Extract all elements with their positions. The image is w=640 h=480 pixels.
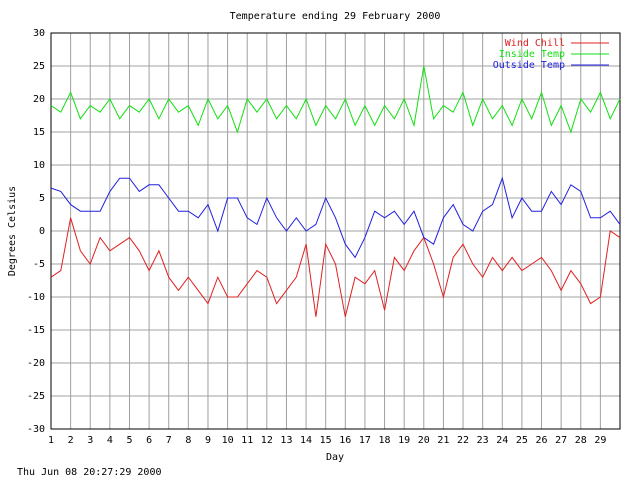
x-tick-label: 14 — [300, 435, 312, 446]
x-tick-label: 21 — [437, 435, 449, 446]
y-axis-label: Degrees Celsius — [7, 186, 18, 276]
x-axis-label: Day — [326, 452, 344, 463]
x-tick-label: 2 — [68, 435, 74, 446]
y-tick-label: 30 — [33, 28, 45, 39]
y-tick-label: 0 — [39, 226, 45, 237]
legend-label: Wind Chill — [505, 38, 565, 49]
series-line — [50, 65, 621, 134]
y-tick-label: -10 — [27, 292, 45, 303]
x-tick-label: 10 — [222, 435, 234, 446]
x-tick-label: 22 — [457, 435, 469, 446]
y-tick-label: -30 — [27, 424, 45, 435]
x-tick-label: 3 — [87, 435, 93, 446]
y-tick-label: 25 — [33, 61, 45, 72]
series-line — [50, 217, 621, 317]
x-tick-label: 19 — [398, 435, 410, 446]
legend-label: Inside Temp — [499, 49, 565, 60]
x-tick-label: 13 — [280, 435, 292, 446]
x-tick-label: 5 — [126, 435, 132, 446]
plot-border — [50, 32, 621, 430]
y-tick-label: -20 — [27, 358, 45, 369]
x-tick-label: 28 — [575, 435, 587, 446]
y-tick-label: 5 — [39, 193, 45, 204]
y-tick-label: -5 — [33, 259, 45, 270]
x-tick-label: 24 — [496, 435, 508, 446]
series-line — [50, 176, 621, 259]
footer: Thu Jun 08 20:27:29 2000 — [17, 467, 162, 478]
x-tick-label: 18 — [379, 435, 391, 446]
y-tick-label: 15 — [33, 127, 45, 138]
x-tick-label: 17 — [359, 435, 371, 446]
x-tick-label: 12 — [261, 435, 273, 446]
x-tick-label: 27 — [555, 435, 567, 446]
x-tick-label: 9 — [205, 435, 211, 446]
x-tick-label: 6 — [146, 435, 152, 446]
x-tick-label: 8 — [185, 435, 191, 446]
x-tick-label: 7 — [166, 435, 172, 446]
x-tick-label: 25 — [516, 435, 528, 446]
x-tick-label: 1 — [48, 435, 54, 446]
x-tick-label: 23 — [477, 435, 489, 446]
x-tick-label: 26 — [535, 435, 547, 446]
x-tick-label: 15 — [320, 435, 332, 446]
x-tick-label: 16 — [339, 435, 351, 446]
chart-title: Temperature ending 29 February 2000 — [230, 11, 441, 22]
x-tick-label: 20 — [418, 435, 430, 446]
x-tick-label: 4 — [107, 435, 113, 446]
legend-label: Outside Temp — [493, 60, 565, 71]
x-tick-label: 11 — [241, 435, 253, 446]
x-tick-label: 29 — [594, 435, 606, 446]
y-tick-label: 10 — [33, 160, 45, 171]
y-tick-label: -15 — [27, 325, 45, 336]
y-tick-label: 20 — [33, 94, 45, 105]
y-tick-label: -25 — [27, 391, 45, 402]
